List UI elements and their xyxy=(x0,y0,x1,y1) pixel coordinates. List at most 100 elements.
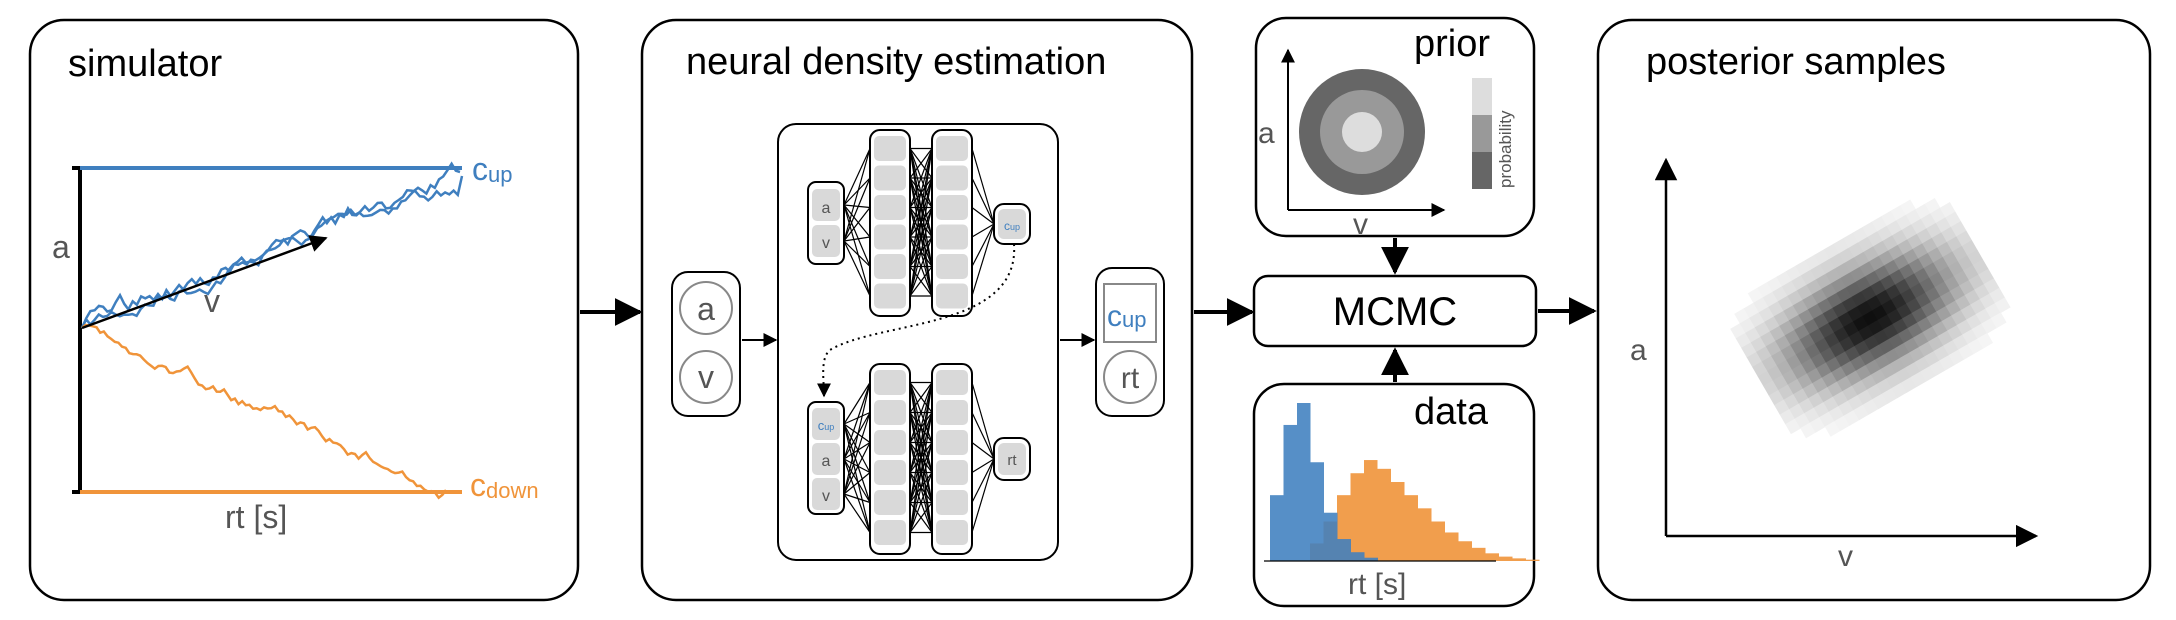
hist-bar-orange xyxy=(1499,556,1513,561)
net2-node-a xyxy=(812,443,840,475)
network-edge xyxy=(909,148,933,297)
network-edge xyxy=(909,412,933,533)
network-edge xyxy=(843,148,871,242)
net1-output-label: cup xyxy=(1004,219,1020,233)
colorbar-label: probability xyxy=(1496,110,1515,188)
data-title: data xyxy=(1414,391,1489,433)
hist-bar-orange xyxy=(1512,558,1526,561)
network-edge xyxy=(971,382,995,460)
net2-node-cup xyxy=(812,408,840,440)
net1-label-a: a xyxy=(822,200,831,217)
network-edge xyxy=(909,382,933,533)
posterior-title: posterior samples xyxy=(1646,41,1946,83)
network-edge xyxy=(843,423,871,533)
sim-label-rt: rt [s] xyxy=(225,499,287,535)
posterior-density xyxy=(1730,198,2011,439)
input-v-circle xyxy=(679,350,733,404)
net2-label-v: v xyxy=(822,488,830,505)
net2-hidden-node xyxy=(936,370,968,395)
network-edge xyxy=(843,423,871,503)
net1-hidden-node xyxy=(874,136,906,161)
hist-bar-orange xyxy=(1526,559,1540,561)
hist-bar-orange xyxy=(1445,532,1459,561)
network-edge xyxy=(971,177,995,225)
net1-hidden-node xyxy=(936,254,968,279)
hist-bar-blue xyxy=(1337,539,1351,561)
hist-bar-orange xyxy=(1391,482,1405,561)
sim-label-a: a xyxy=(52,229,70,265)
data-histogram xyxy=(1270,403,1540,561)
hist-bar-orange xyxy=(1377,468,1391,561)
output-rt-circle xyxy=(1103,350,1157,404)
network-edge xyxy=(909,382,933,503)
network-edge xyxy=(971,207,995,225)
net2-hidden-node xyxy=(936,430,968,455)
network-edge xyxy=(909,382,933,473)
prior-title: prior xyxy=(1414,23,1490,65)
hist-bar-orange xyxy=(1472,547,1486,561)
network-edge xyxy=(843,382,871,460)
net1-node-v xyxy=(812,225,840,257)
posterior-cell xyxy=(1977,332,1994,349)
network-edge xyxy=(909,502,933,533)
posterior-cell xyxy=(1994,297,2011,314)
network-edge xyxy=(843,458,871,533)
net2-hidden-node xyxy=(874,370,906,395)
network-edge xyxy=(843,382,871,495)
net2-label-cup: cup xyxy=(818,418,835,433)
hist-bar-blue xyxy=(1283,424,1297,561)
network-edge xyxy=(843,493,871,504)
prior-label-v: v xyxy=(1353,208,1368,241)
network-edge xyxy=(843,441,871,460)
network-edge xyxy=(843,442,871,495)
hist-bar-blue xyxy=(1310,462,1324,561)
output-cup-label: cup xyxy=(1107,300,1146,333)
hist-bar-blue xyxy=(1297,403,1311,561)
network-edge xyxy=(843,458,871,503)
network-edge xyxy=(909,266,933,297)
net2-hidden-node xyxy=(936,490,968,515)
network-edge xyxy=(909,177,933,297)
prior-label-a: a xyxy=(1258,117,1275,150)
hist-bar-blue xyxy=(1351,552,1365,561)
hist-bar-orange xyxy=(1404,495,1418,561)
prior-ring-inner xyxy=(1342,112,1382,152)
net1-hidden-node xyxy=(874,254,906,279)
hist-bar-blue xyxy=(1324,512,1338,561)
network-edge xyxy=(909,148,933,238)
network-edge xyxy=(971,223,995,297)
output-cup-square xyxy=(1103,283,1157,343)
mcmc-label: MCMC xyxy=(1333,290,1457,334)
net2-hidden-node xyxy=(936,460,968,485)
net1-hidden-node xyxy=(936,283,968,309)
hist-bar-orange xyxy=(1350,473,1364,561)
network-edge xyxy=(971,458,995,474)
net1-hidden-node xyxy=(874,283,906,309)
network-edge xyxy=(843,177,871,242)
net2-output-label: rt xyxy=(1007,452,1017,469)
network-edge xyxy=(843,204,871,209)
net2-hidden-node xyxy=(874,490,906,515)
sim-label-v: v xyxy=(204,283,220,319)
hist-bar-orange xyxy=(1364,460,1378,561)
prior-panel: prior probability a v xyxy=(1254,16,1536,241)
network-edge xyxy=(843,458,871,474)
colorbar-mid xyxy=(1472,115,1492,152)
network-edge xyxy=(909,236,933,297)
network-edge xyxy=(843,236,871,242)
posterior-label-v: v xyxy=(1838,540,1853,573)
input-a-label: a xyxy=(697,291,715,327)
net2-hidden-node xyxy=(874,430,906,455)
net2-hidden-node xyxy=(874,460,906,485)
network-edge xyxy=(971,442,995,460)
nde-panel: neural density estimation a v a v cup xyxy=(640,18,1194,602)
net2-hidden-nodes xyxy=(874,370,968,545)
net1-hidden-node xyxy=(874,195,906,220)
net2-hidden-node xyxy=(874,400,906,425)
net1-hidden-node xyxy=(936,195,968,220)
colorbar-dark xyxy=(1472,152,1492,189)
network-edge xyxy=(843,472,871,495)
network-edge xyxy=(843,207,871,242)
simulator-panel: simulator a v rt [s] cup cdown xyxy=(28,18,580,602)
network-edge xyxy=(843,382,871,425)
